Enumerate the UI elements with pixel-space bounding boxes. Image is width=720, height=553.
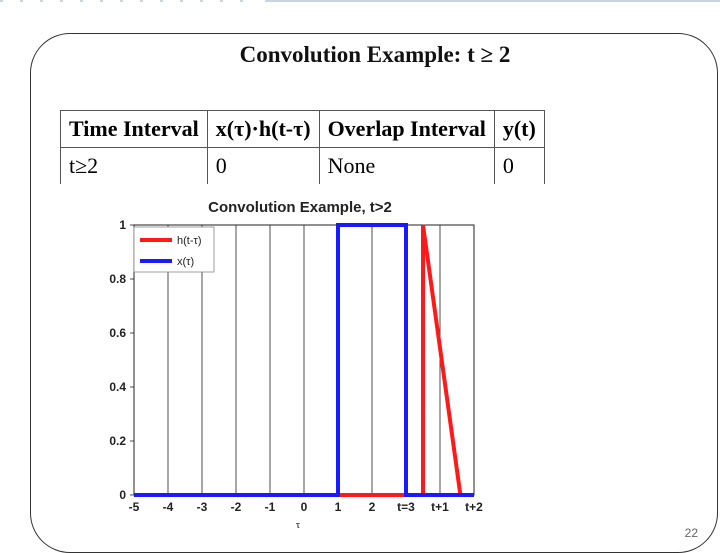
cell-time-interval: t≥2 bbox=[60, 147, 208, 184]
table-header-row: Time Interval x(τ)·h(t-τ) Overlap Interv… bbox=[60, 110, 545, 148]
table-row: t≥2 0 None 0 bbox=[60, 147, 545, 184]
x-tick-label: -5 bbox=[129, 500, 140, 514]
cell-product: 0 bbox=[206, 147, 320, 184]
x-tick-label: -4 bbox=[163, 500, 174, 514]
series-layer bbox=[134, 223, 474, 497]
slide-title: Convolution Example: t ≥ 2 bbox=[239, 42, 511, 67]
chart-title: Convolution Example, t>2 bbox=[208, 199, 392, 216]
x-tick-label: 2 bbox=[369, 500, 376, 514]
header-product: x(τ)·h(t-τ) bbox=[206, 110, 320, 148]
top-dots-decoration bbox=[0, 0, 260, 2]
axis-layer: -5 -4 -3 -2 -1 0 1 2 t=3 t+1 t+2 0 0.2 0.4 0.6 0.8 1 bbox=[109, 218, 483, 514]
header-output: y(t) bbox=[493, 110, 545, 148]
legend-box bbox=[133, 226, 215, 273]
y-tick-label: 1 bbox=[119, 218, 126, 232]
convolution-chart: Convolution Example, t>2 -5 -4 -3 -2 -1 0 1 2 t=… bbox=[109, 199, 483, 531]
header-overlap-interval: Overlap Interval bbox=[318, 110, 495, 148]
y-tick-label: 0.4 bbox=[109, 380, 126, 394]
x-tick-label: 1 bbox=[335, 500, 342, 514]
x-tick-label: -1 bbox=[265, 500, 276, 514]
x-tick-label: t=3 bbox=[397, 500, 415, 514]
y-tick-label: 0.2 bbox=[109, 434, 126, 448]
header-time-interval: Time Interval bbox=[60, 110, 208, 148]
top-rule bbox=[265, 0, 720, 2]
x-tick-label: 0 bbox=[301, 500, 308, 514]
x-tick-label: -2 bbox=[231, 500, 242, 514]
x-tick-label: t+2 bbox=[465, 500, 483, 514]
series-line-1 bbox=[134, 223, 474, 497]
x-tick-label: t+1 bbox=[431, 500, 449, 514]
interval-table: Time Interval x(τ)·h(t-τ) Overlap Interv… bbox=[60, 110, 545, 184]
x-axis-label: τ bbox=[296, 519, 301, 531]
y-tick-label: 0.8 bbox=[109, 272, 126, 286]
legend-label-h: h(t-τ) bbox=[177, 235, 202, 247]
page-number: 22 bbox=[684, 526, 698, 540]
cell-overlap-interval: None bbox=[318, 147, 495, 184]
cell-output: 0 bbox=[493, 147, 545, 184]
legend-label-x: x(τ) bbox=[177, 256, 194, 268]
y-tick-label: 0 bbox=[119, 488, 126, 502]
x-tick-label: -3 bbox=[197, 500, 208, 514]
legend: h(t-τ) x(τ) bbox=[133, 226, 215, 273]
y-tick-label: 0.6 bbox=[109, 326, 126, 340]
